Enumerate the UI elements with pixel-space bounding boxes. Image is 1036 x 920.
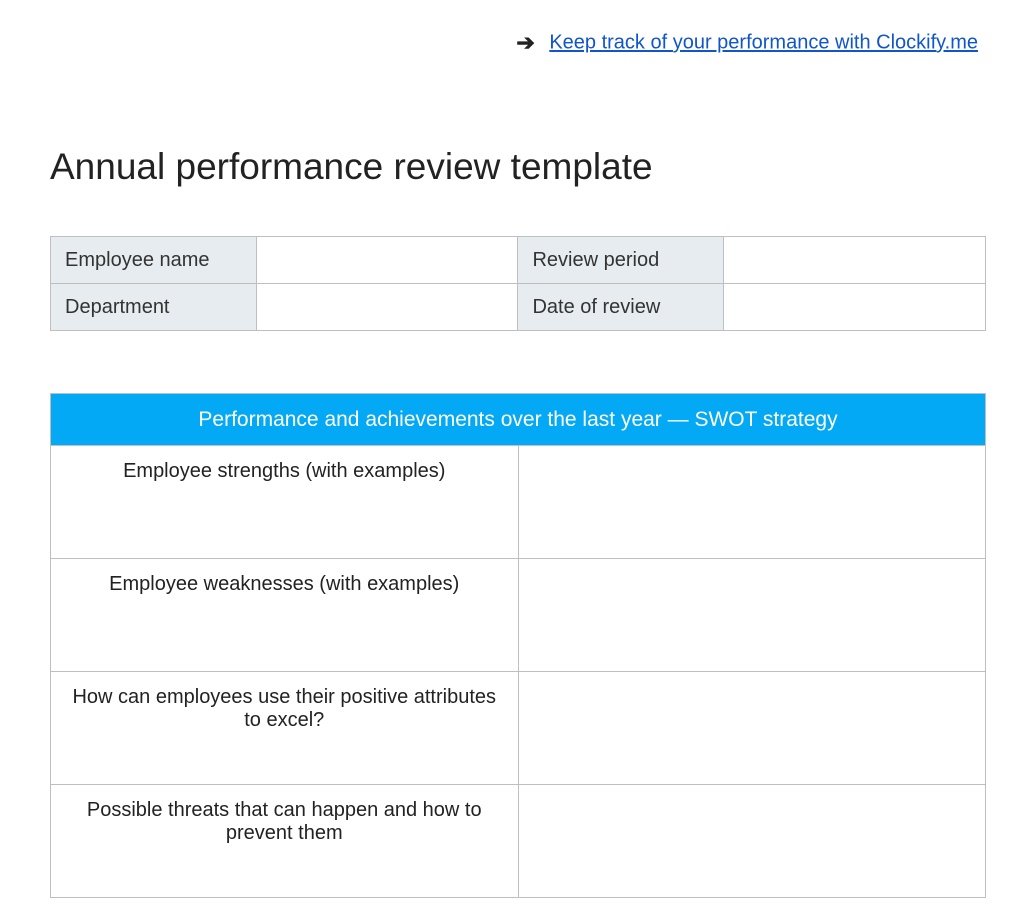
clockify-link[interactable]: Keep track of your performance with Cloc… bbox=[549, 32, 978, 54]
arrow-right-icon: ➔ bbox=[516, 30, 534, 56]
table-row: Department Date of review bbox=[51, 284, 986, 331]
swot-threats-value[interactable] bbox=[518, 785, 986, 898]
table-row: Employee name Review period bbox=[51, 237, 986, 284]
swot-weaknesses-value[interactable] bbox=[518, 559, 986, 672]
swot-opportunities-value[interactable] bbox=[518, 672, 986, 785]
swot-opportunities-label: How can employees use their positive att… bbox=[51, 672, 519, 785]
employee-name-label: Employee name bbox=[51, 237, 257, 284]
swot-table: Performance and achievements over the la… bbox=[50, 393, 986, 898]
department-label: Department bbox=[51, 284, 257, 331]
department-value[interactable] bbox=[256, 284, 518, 331]
employee-name-value[interactable] bbox=[256, 237, 518, 284]
page-title: Annual performance review template bbox=[50, 146, 986, 188]
employee-info-table: Employee name Review period Department D… bbox=[50, 236, 986, 331]
date-of-review-label: Date of review bbox=[518, 284, 724, 331]
review-period-label: Review period bbox=[518, 237, 724, 284]
swot-threats-label: Possible threats that can happen and how… bbox=[51, 785, 519, 898]
swot-header-row: Performance and achievements over the la… bbox=[51, 394, 986, 446]
review-period-value[interactable] bbox=[724, 237, 986, 284]
table-row: Possible threats that can happen and how… bbox=[51, 785, 986, 898]
table-row: How can employees use their positive att… bbox=[51, 672, 986, 785]
swot-weaknesses-label: Employee weaknesses (with examples) bbox=[51, 559, 519, 672]
date-of-review-value[interactable] bbox=[724, 284, 986, 331]
swot-strengths-label: Employee strengths (with examples) bbox=[51, 446, 519, 559]
top-link-row: ➔ Keep track of your performance with Cl… bbox=[50, 30, 986, 56]
table-row: Employee strengths (with examples) bbox=[51, 446, 986, 559]
swot-header: Performance and achievements over the la… bbox=[51, 394, 986, 446]
swot-strengths-value[interactable] bbox=[518, 446, 986, 559]
table-row: Employee weaknesses (with examples) bbox=[51, 559, 986, 672]
